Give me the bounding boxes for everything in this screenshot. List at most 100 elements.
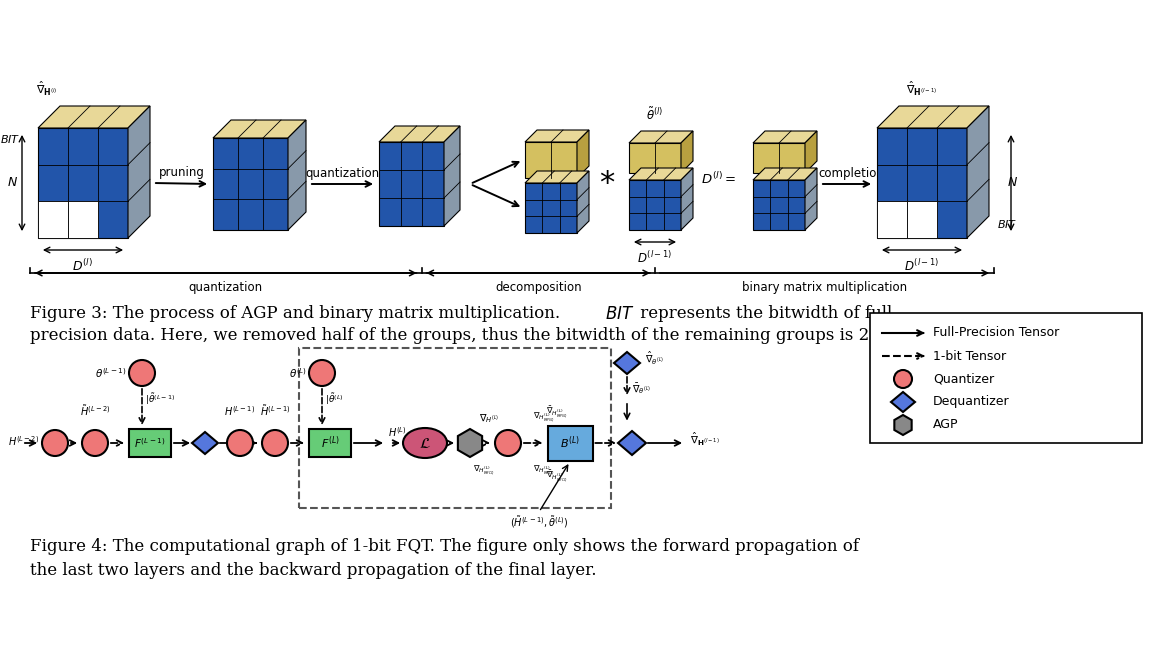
Text: the last two layers and the backward propagation of the final layer.: the last two layers and the backward pro… — [30, 562, 596, 579]
Polygon shape — [288, 120, 306, 230]
Text: $H^{(L-1)}$: $H^{(L-1)}$ — [225, 404, 256, 418]
Polygon shape — [192, 432, 218, 454]
Polygon shape — [876, 106, 989, 128]
Circle shape — [495, 430, 521, 456]
Text: quantization: quantization — [305, 167, 379, 180]
Text: $D^{(l)}=$: $D^{(l)}=$ — [701, 171, 737, 187]
Text: $F^{(L-1)}$: $F^{(L-1)}$ — [134, 436, 165, 450]
Polygon shape — [629, 168, 693, 180]
Bar — [547, 426, 592, 461]
Polygon shape — [38, 128, 128, 238]
Text: $\nabla_{H^{(L)}_{M_{FCQ}}}$: $\nabla_{H^{(L)}_{M_{FCQ}}}$ — [474, 463, 495, 478]
Text: $\nabla_{H^{(L)}_{M_{FCQ}}}$: $\nabla_{H^{(L)}_{M_{FCQ}}}$ — [533, 463, 555, 478]
Bar — [876, 201, 907, 238]
Text: *: * — [599, 170, 615, 199]
Polygon shape — [753, 131, 817, 143]
Text: $\nabla_{H^{(L)}_{M_{PSQ}}}$: $\nabla_{H^{(L)}_{M_{PSQ}}}$ — [533, 411, 555, 425]
Polygon shape — [379, 126, 460, 142]
Text: $B^{(L)}$: $B^{(L)}$ — [560, 435, 580, 451]
Polygon shape — [213, 120, 306, 138]
Polygon shape — [525, 130, 589, 142]
Bar — [38, 201, 68, 238]
Text: $\tilde{H}^{(L-1)}$: $\tilde{H}^{(L-1)}$ — [260, 403, 290, 418]
Polygon shape — [753, 180, 805, 230]
Polygon shape — [525, 142, 577, 178]
Text: pruning: pruning — [158, 166, 205, 179]
Text: $BIT$: $BIT$ — [998, 218, 1017, 230]
Text: 1-bit Tensor: 1-bit Tensor — [934, 349, 1006, 363]
Polygon shape — [525, 171, 589, 183]
Text: $\hat{\nabla}_{\mathbf{H}^{(l)}}$: $\hat{\nabla}_{\mathbf{H}^{(l)}}$ — [36, 80, 57, 98]
Polygon shape — [577, 130, 589, 178]
Circle shape — [81, 430, 108, 456]
Text: $D^{(l-1)}$: $D^{(l-1)}$ — [638, 250, 673, 266]
Text: $\mathcal{L}$: $\mathcal{L}$ — [419, 436, 431, 451]
Polygon shape — [876, 128, 967, 238]
Bar — [308, 429, 352, 457]
Polygon shape — [629, 180, 681, 230]
Text: $|\tilde{\theta}^{(L-1)}$: $|\tilde{\theta}^{(L-1)}$ — [146, 391, 176, 407]
Text: $\tilde{H}^{(L-2)}$: $\tilde{H}^{(L-2)}$ — [79, 403, 111, 418]
Bar — [870, 313, 1142, 443]
Text: completion: completion — [818, 167, 883, 180]
Text: $\bar{\nabla}_{H^{(L)}_{M_{FCQ}}}$: $\bar{\nabla}_{H^{(L)}_{M_{FCQ}}}$ — [546, 469, 568, 486]
Polygon shape — [681, 131, 693, 173]
Text: $|\tilde{\theta}^{(L)}$: $|\tilde{\theta}^{(L)}$ — [325, 391, 343, 407]
Bar — [299, 348, 610, 508]
Text: $H^{(L)}$: $H^{(L)}$ — [388, 425, 406, 439]
Text: $D^{(l)}$: $D^{(l)}$ — [72, 258, 93, 274]
Text: Dequantizer: Dequantizer — [934, 395, 1009, 409]
Polygon shape — [457, 429, 482, 457]
Polygon shape — [753, 168, 817, 180]
Polygon shape — [618, 431, 646, 455]
Circle shape — [308, 360, 335, 386]
Polygon shape — [890, 392, 915, 412]
Text: $\hat{\nabla}_{\mathbf{H}^{(l-1)}}$: $\hat{\nabla}_{\mathbf{H}^{(l-1)}}$ — [690, 430, 719, 447]
Polygon shape — [379, 142, 443, 226]
Bar — [68, 201, 98, 238]
Text: $N$: $N$ — [7, 176, 17, 190]
Polygon shape — [443, 126, 460, 226]
Polygon shape — [805, 168, 817, 230]
Text: Figure 3: The process of AGP and binary matrix multiplication.: Figure 3: The process of AGP and binary … — [30, 305, 566, 322]
Polygon shape — [613, 352, 640, 374]
Circle shape — [227, 430, 253, 456]
Text: $H^{(L-2)}$: $H^{(L-2)}$ — [8, 434, 40, 448]
Text: represents the bitwidth of full: represents the bitwidth of full — [636, 305, 893, 322]
Text: $\theta^{(L)}$: $\theta^{(L)}$ — [289, 366, 307, 380]
Text: $\theta^{(L-1)}$: $\theta^{(L-1)}$ — [95, 366, 127, 380]
Polygon shape — [577, 171, 589, 233]
Text: precision data. Here, we removed half of the groups, thus the bitwidth of the re: precision data. Here, we removed half of… — [30, 327, 874, 344]
Text: decomposition: decomposition — [495, 281, 582, 294]
Bar — [129, 429, 171, 457]
Text: $\hat{\nabla}_{\theta^{(L)}}$: $\hat{\nabla}_{\theta^{(L)}}$ — [645, 349, 665, 367]
Circle shape — [894, 370, 913, 388]
Polygon shape — [213, 138, 288, 230]
Polygon shape — [805, 131, 817, 173]
Ellipse shape — [403, 428, 447, 458]
Text: $F^{(L)}$: $F^{(L)}$ — [320, 435, 340, 451]
Text: $\hat{\nabla}_{\mathbf{H}^{(l-1)}}$: $\hat{\nabla}_{\mathbf{H}^{(l-1)}}$ — [907, 80, 938, 98]
Text: $(\tilde{H}^{(L-1)},\tilde{\theta}^{(L)})$: $(\tilde{H}^{(L-1)},\tilde{\theta}^{(L)}… — [510, 514, 568, 530]
Polygon shape — [967, 106, 989, 238]
Polygon shape — [629, 143, 681, 173]
Text: $BIT$: $BIT$ — [0, 133, 20, 145]
Polygon shape — [894, 415, 911, 435]
Text: $D^{(l-1)}$: $D^{(l-1)}$ — [904, 258, 939, 274]
Text: $\bar{\nabla}_{H^{(L)}_{M_{PSQ}}}$: $\bar{\nabla}_{H^{(L)}_{M_{PSQ}}}$ — [546, 405, 568, 421]
Polygon shape — [38, 106, 150, 128]
Text: Figure 4: The computational graph of 1-bit FQT. The figure only shows the forwar: Figure 4: The computational graph of 1-b… — [30, 538, 859, 555]
Circle shape — [262, 430, 288, 456]
Polygon shape — [525, 183, 577, 233]
Polygon shape — [629, 131, 693, 143]
Text: AGP: AGP — [934, 418, 958, 432]
Bar — [907, 201, 937, 238]
Text: Quantizer: Quantizer — [934, 372, 994, 386]
Text: $\nabla_{H^{(L)}}$: $\nabla_{H^{(L)}}$ — [478, 412, 499, 425]
Text: Full-Precision Tensor: Full-Precision Tensor — [934, 326, 1059, 340]
Text: $\bar{\nabla}_{\theta^{(L)}}$: $\bar{\nabla}_{\theta^{(L)}}$ — [632, 381, 652, 396]
Text: quantization: quantization — [189, 281, 263, 294]
Text: binary matrix multiplication: binary matrix multiplication — [741, 281, 907, 294]
Text: $\tilde{\theta}^{(l)}$: $\tilde{\theta}^{(l)}$ — [646, 107, 663, 123]
Circle shape — [42, 430, 68, 456]
